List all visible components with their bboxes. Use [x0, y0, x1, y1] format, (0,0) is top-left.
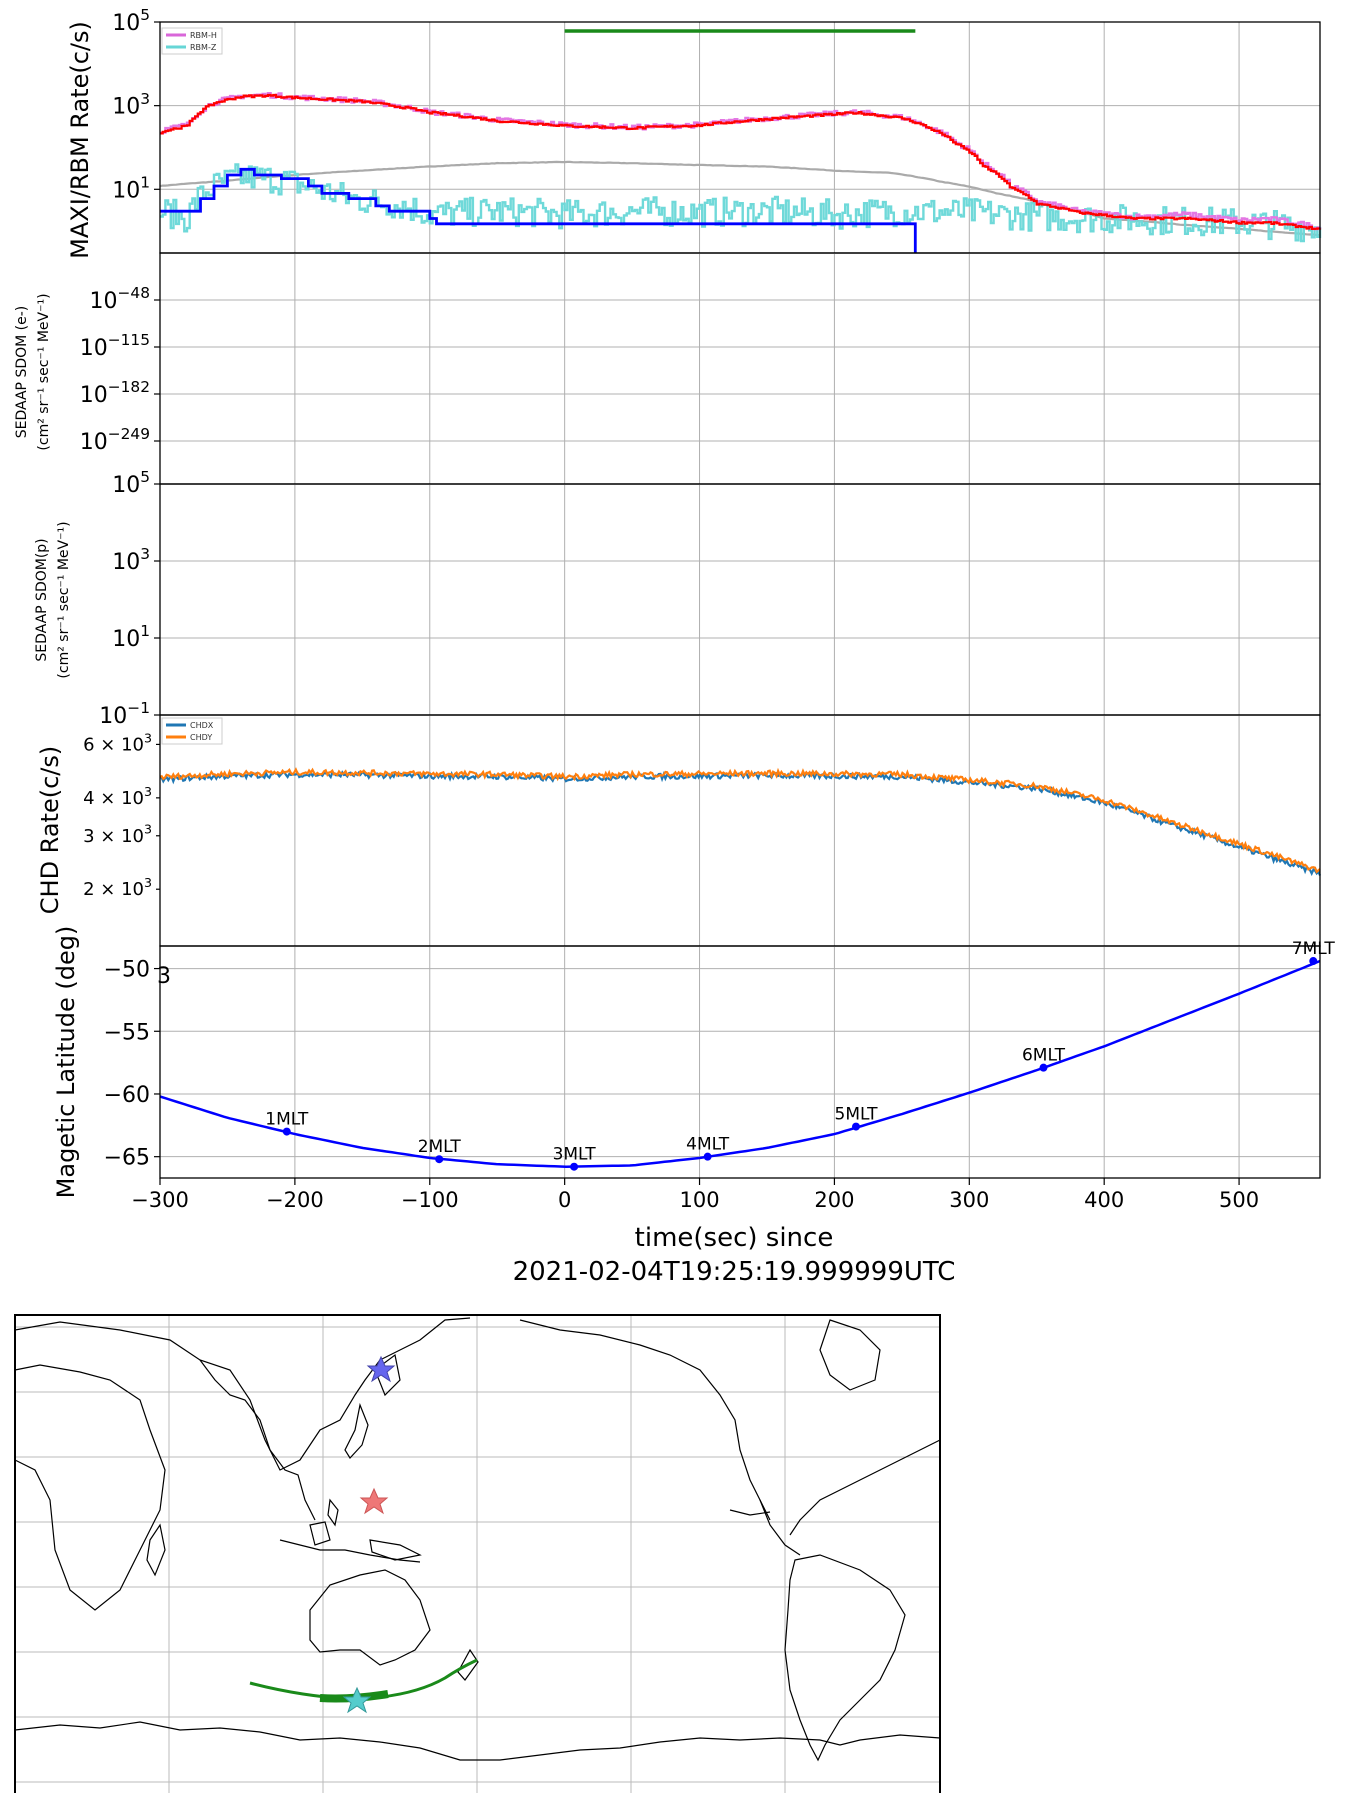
mlt-label: 2MLT: [418, 1137, 462, 1157]
sdom-e-ytick-label: 10−48: [90, 284, 150, 314]
australia-coast: [309, 1569, 431, 1666]
x-axis-label: time(sec) since: [635, 1223, 834, 1253]
legend-rbm-z: RBM-Z: [190, 43, 217, 52]
sdom-e-ytick-label: 10−182: [80, 378, 150, 408]
borneo-coast: [309, 1521, 331, 1546]
japan-coast: [344, 1402, 369, 1459]
rbm-ylabel: MAXI/RBM Rate(c/s): [66, 21, 94, 259]
chd-ylabel: CHD Rate(c/s): [36, 746, 64, 914]
world-map: [14, 1314, 941, 1793]
mlt-label: 7MLT: [1292, 939, 1336, 959]
indonesia-coast: [279, 1539, 421, 1563]
legend-rbm-h: RBM-H: [190, 31, 217, 40]
mlt-point: [570, 1162, 579, 1171]
legend-chdy: CHDY: [190, 733, 212, 742]
mlt-label: 5MLT: [835, 1105, 879, 1125]
sdom-e-ytick-label: 10−115: [80, 331, 150, 361]
x-tick-label: −200: [266, 1188, 324, 1212]
x-tick-label: −100: [401, 1188, 459, 1212]
mlat-ytick-label: −65: [104, 1146, 150, 1171]
mlat-panel: 1MLT 2MLT 3MLT 4MLT 5MLT 6MLT 7MLT −50 −55 −60 −6…: [52, 926, 1335, 1199]
rbm-panel: 105 103 101 RBM-H RBM-Z MAXI/RBM Rate(c/s): [66, 6, 1322, 259]
mlt-point: [852, 1122, 860, 1131]
south-america-coast: [784, 1554, 906, 1762]
chdy-line: [159, 767, 1321, 874]
sdom-e-ylabel: SEDAAP SDOM (e-): [14, 306, 30, 439]
chd-ytick-label: 2 × 103: [83, 875, 152, 900]
x-tick-label: 400: [1084, 1188, 1124, 1212]
legend-chdx: CHDX: [190, 721, 214, 730]
blue-star-icon: [366, 1355, 396, 1383]
central-america-coast: [759, 1499, 801, 1556]
antarctica-coast: [14, 1721, 941, 1761]
mlt-point: [282, 1127, 291, 1136]
mlat-ytick-label: −60: [104, 1083, 150, 1108]
chd-legend: CHDX CHDY: [161, 717, 223, 745]
new-zealand-coast: [457, 1648, 479, 1681]
mlat-top-overlap: 3: [157, 964, 171, 989]
mlt-label: 1MLT: [265, 1110, 309, 1130]
orbit-track: [249, 1658, 478, 1701]
x-axis: −300 −200 −100 0 100 200 300 400 500: [131, 1178, 1259, 1212]
x-tick-label: 200: [814, 1188, 854, 1212]
mlat-ylabel: Magetic Latitude (deg): [52, 926, 80, 1199]
chd-ytick-label: 3 × 103: [83, 822, 152, 847]
sdom-e-ylabel-units: (cm² sr⁻¹ sec⁻¹ MeV⁻¹): [36, 293, 52, 450]
mlt-point: [435, 1155, 444, 1164]
rbm-background-line: [159, 160, 1320, 237]
greenland-coast: [819, 1319, 881, 1391]
mlt-point: [1039, 1063, 1048, 1072]
mlt-point: [703, 1152, 712, 1161]
sdom-p-ytick-label: 10−1: [99, 699, 150, 729]
x-tick-label: −300: [131, 1188, 189, 1212]
x-tick-label: 100: [679, 1188, 719, 1212]
sdom-p-ylabel: SEDAAP SDOM(p): [34, 538, 50, 661]
rbm-total-line: [160, 93, 1322, 230]
rbm-ytick-label: 105: [112, 6, 150, 36]
sdom-p-ytick-label: 101: [112, 622, 150, 652]
mlt-label: 6MLT: [1022, 1046, 1066, 1066]
mlat-ytick-label: −55: [104, 1020, 150, 1045]
africa-coast: [14, 1364, 166, 1611]
mlat-track-line: [159, 959, 1321, 1168]
red-star-icon: [359, 1487, 389, 1515]
chd-ytick-label: 6 × 103: [83, 730, 152, 755]
asia-inner-coast: [199, 1359, 316, 1521]
chd-ytick-label: 4 × 103: [83, 784, 152, 809]
eurasia-coast: [14, 1317, 471, 1471]
north-america-coast: [519, 1319, 771, 1521]
rbm-ytick-label: 101: [112, 173, 150, 203]
map-gridlines: [15, 1315, 940, 1793]
sdom-p-ytick-label: 105: [112, 468, 150, 498]
mlt-label: 4MLT: [686, 1135, 730, 1155]
mlt-label: 3MLT: [553, 1145, 597, 1165]
x-tick-label: 500: [1219, 1188, 1259, 1212]
mlat-ytick-label: −50: [104, 958, 150, 983]
sdom-e-ytick-label: 10−249: [80, 425, 150, 455]
x-axis-label-date: 2021-02-04T19:25:19.999999UTC: [513, 1257, 956, 1287]
chd-panel: 6 × 103 4 × 103 3 × 103 2 × 103 CHDX CHDY C…: [36, 714, 1322, 947]
map-coastlines: [14, 1317, 941, 1762]
new-guinea-coast: [369, 1539, 422, 1561]
sdom-p-ytick-label: 103: [112, 545, 150, 575]
madagascar-coast: [146, 1523, 166, 1577]
caribbean-coast: [729, 1509, 771, 1516]
sdom-e-panel: 10−48 10−115 10−182 10−249 SEDAAP SDOM (e-)…: [14, 252, 1321, 485]
philippines-coast: [327, 1498, 339, 1527]
north-america-east-coast: [789, 1439, 941, 1536]
cyan-star-icon: [342, 1686, 372, 1714]
mlt-point: [1309, 957, 1318, 966]
x-tick-label: 0: [558, 1188, 571, 1212]
rbm-binned-z-line: [160, 167, 917, 253]
sdom-p-ylabel-units: (cm² sr⁻¹ sec⁻¹ MeV⁻¹): [56, 521, 72, 678]
rbm-ytick-label: 103: [112, 90, 150, 120]
x-tick-label: 300: [949, 1188, 989, 1212]
rbm-legend: RBM-H RBM-Z: [161, 27, 223, 55]
